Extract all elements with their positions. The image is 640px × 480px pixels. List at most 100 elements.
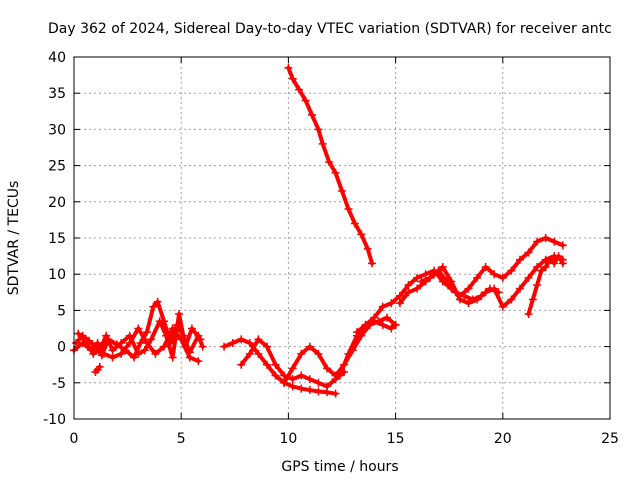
series-track-f	[237, 335, 349, 391]
data-point	[353, 328, 362, 337]
data-point	[395, 299, 404, 308]
data-point	[558, 241, 567, 250]
series-line	[419, 268, 501, 302]
y-tick-label: 15	[48, 231, 66, 247]
data-point	[524, 310, 533, 319]
data-point	[344, 205, 353, 214]
data-point	[288, 364, 297, 373]
data-point	[100, 349, 109, 358]
data-point	[185, 353, 194, 362]
data-point	[262, 342, 271, 351]
data-point	[134, 349, 143, 358]
data-point	[533, 237, 542, 246]
data-point	[533, 262, 542, 271]
data-point	[117, 338, 126, 347]
data-point	[404, 288, 413, 297]
data-point	[490, 270, 499, 279]
series-track-b	[74, 310, 205, 362]
data-point	[331, 168, 340, 177]
data-point	[301, 96, 310, 105]
data-point	[443, 277, 452, 286]
data-point	[297, 349, 306, 358]
data-point	[524, 273, 533, 282]
data-point	[438, 262, 447, 271]
data-point	[271, 360, 280, 369]
data-point	[464, 284, 473, 293]
y-tick-label: 10	[48, 267, 66, 283]
data-point	[477, 291, 486, 300]
data-point	[254, 335, 263, 344]
data-point	[280, 378, 289, 387]
data-point	[344, 349, 353, 358]
data-point	[78, 338, 87, 347]
data-point	[464, 299, 473, 308]
data-point	[545, 255, 554, 264]
data-point	[305, 342, 314, 351]
series-line	[72, 326, 201, 364]
x-tick-label: 5	[177, 431, 186, 447]
data-point	[108, 353, 117, 362]
data-point	[228, 338, 237, 347]
data-point	[117, 349, 126, 358]
tick-labels: 0 5 10 15 20 25 -10 -5 0 5 10 15 20 25 30 35 40	[43, 50, 619, 447]
data-point	[297, 371, 306, 380]
data-point	[297, 384, 306, 393]
data-point	[455, 295, 464, 304]
data-point	[507, 295, 516, 304]
data-point	[318, 139, 327, 148]
x-tick-label: 20	[494, 431, 512, 447]
data-point	[220, 342, 229, 351]
data-point	[305, 386, 314, 395]
data-point	[331, 389, 340, 398]
series-track-l	[284, 63, 377, 268]
data-point	[481, 262, 490, 271]
data-point	[314, 349, 323, 358]
data-point	[378, 302, 387, 311]
data-point	[314, 125, 323, 134]
data-point	[338, 186, 346, 195]
data-point	[533, 281, 542, 290]
data-point	[288, 375, 297, 384]
data-point	[524, 248, 533, 257]
series-track-e	[220, 335, 340, 398]
data-point	[130, 353, 139, 362]
data-point	[307, 110, 316, 119]
data-point	[160, 342, 169, 351]
series-track-d	[91, 362, 104, 376]
x-tick-label: 10	[279, 431, 297, 447]
data-point	[554, 252, 563, 261]
data-point	[262, 360, 271, 369]
data-point	[74, 329, 83, 338]
data-point	[93, 338, 102, 347]
data-point	[460, 291, 469, 300]
data-point	[417, 277, 426, 286]
data-point	[196, 335, 205, 344]
data-point	[314, 378, 323, 387]
data-point	[140, 346, 149, 355]
series-track-k	[524, 252, 567, 319]
data-point	[198, 342, 207, 351]
data-point	[314, 387, 323, 396]
data-point	[271, 371, 280, 380]
data-point	[404, 281, 413, 290]
y-tick-label: -10	[43, 412, 66, 428]
y-tick-label: 20	[48, 195, 66, 211]
data-point	[451, 288, 460, 297]
data-point	[498, 273, 507, 282]
data-point	[425, 273, 434, 282]
data-point	[350, 219, 359, 228]
data-point	[421, 270, 430, 279]
series-track-m	[353, 317, 400, 337]
data-point	[254, 349, 263, 358]
y-axis-label: SDTVAR / TECUs	[6, 181, 22, 296]
data-point	[142, 328, 151, 337]
data-point	[391, 320, 400, 329]
data-point	[134, 324, 143, 333]
y-tick-label: 5	[57, 303, 66, 319]
x-tick-label: 15	[387, 431, 405, 447]
data-point	[245, 349, 254, 358]
data-point	[95, 362, 104, 371]
data-point	[305, 375, 314, 384]
data-point	[515, 255, 524, 264]
